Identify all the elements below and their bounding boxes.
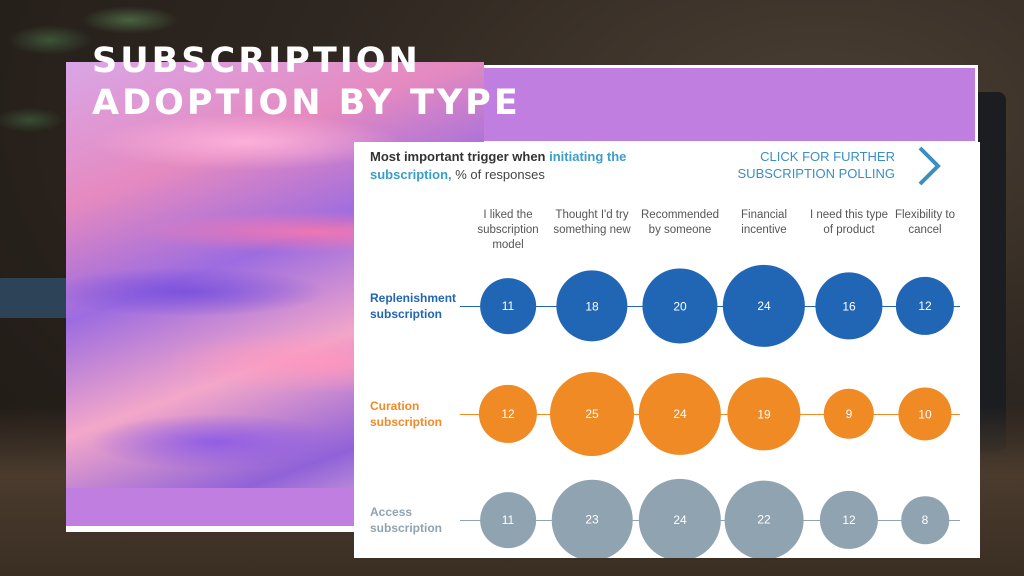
chart-panel: Most important trigger when initiating t…	[354, 142, 980, 558]
bubble-replenishment-6: 12	[895, 276, 955, 336]
further-polling-link[interactable]: CLICK FOR FURTHER SUBSCRIPTION POLLING	[737, 149, 895, 181]
bubble-access-6: 8	[901, 496, 949, 544]
bubble-access-5: 12	[819, 490, 879, 550]
bubble-curation-6: 10	[898, 387, 952, 441]
purple-accent-footer	[66, 488, 356, 526]
slide-title-line1: SUBSCRIPTION	[92, 41, 421, 81]
bubble-curation-1: 12	[478, 384, 538, 444]
bubble-replenishment-2: 18	[556, 270, 628, 342]
column-header-5: I need this type of product	[810, 209, 888, 236]
column-header-6: Flexibility to cancel	[894, 209, 956, 236]
bubble-replenishment-5: 16	[815, 272, 883, 340]
purple-accent-band	[482, 65, 978, 144]
bubble-curation-4: 19	[727, 377, 801, 451]
bubble-replenishment-4: 24	[722, 264, 806, 348]
bubble-replenishment-1: 11	[480, 278, 536, 334]
chart-heading: Most important trigger when initiating t…	[370, 148, 690, 184]
bubble-access-2: 23	[551, 479, 633, 558]
bubble-access-3: 24	[638, 478, 722, 558]
slide-title: SUBSCRIPTION ADOPTION BY TYPE	[92, 40, 521, 124]
column-header-2: Thought I'd try something new	[553, 209, 631, 236]
column-header-1: I liked the subscription model	[477, 209, 539, 251]
row-label-replenishment: Replenishment subscription	[370, 291, 457, 321]
bubble-curation-3: 24	[638, 372, 722, 456]
chart-heading-lead: Most important trigger when	[370, 149, 546, 164]
bubble-replenishment-3: 20	[642, 268, 718, 344]
bubble-access-1: 11	[480, 492, 536, 548]
slide-title-line2: ADOPTION BY TYPE	[92, 83, 521, 123]
chart-heading-highlight: initiating the subscription,	[370, 149, 627, 182]
bubble-access-4: 22	[724, 480, 804, 558]
column-header-4: Financial incentive	[740, 209, 788, 236]
bubble-curation-2: 25	[550, 372, 634, 456]
bubble-curation-5: 9	[823, 388, 875, 440]
row-label-curation: Curation subscription	[370, 399, 443, 429]
column-header-3: Recommended by someone	[641, 209, 719, 236]
chevron-right-icon[interactable]	[914, 144, 944, 188]
chart-heading-unit: % of responses	[455, 167, 545, 182]
row-label-access: Access subscription	[370, 505, 443, 535]
background-book	[0, 278, 70, 318]
white-accent-bar	[66, 526, 356, 532]
